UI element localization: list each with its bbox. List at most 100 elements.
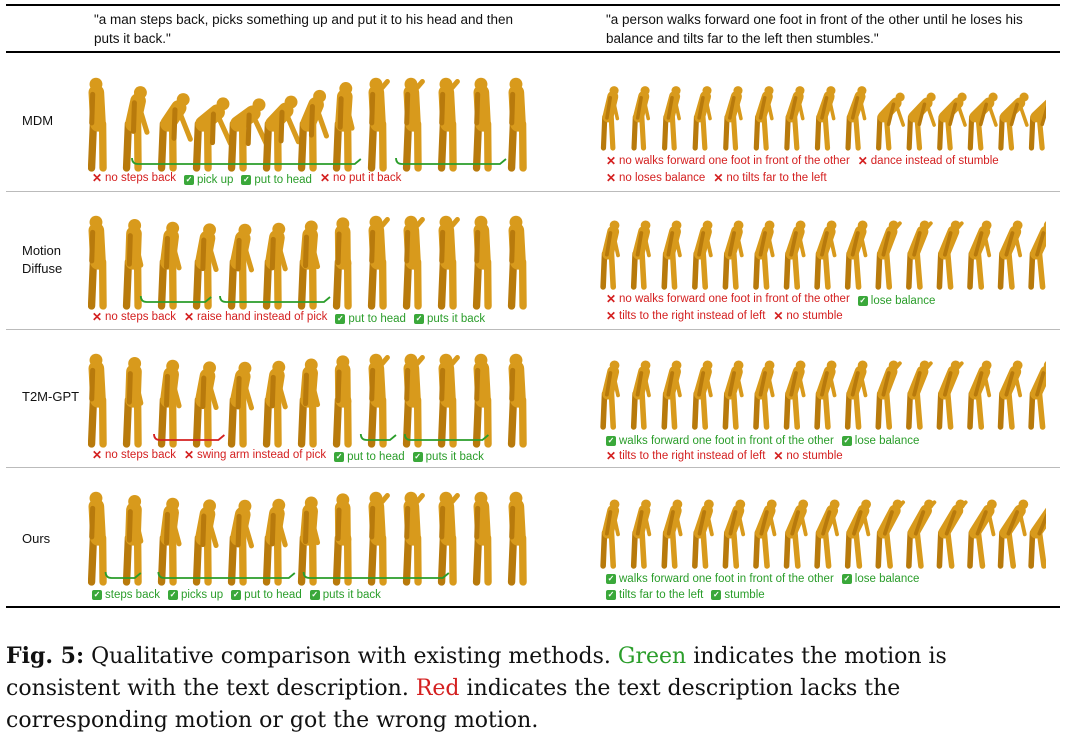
human-pose-figure: [998, 92, 1029, 151]
human-pose-figure: [472, 77, 492, 172]
human-pose-figure: [722, 220, 744, 290]
human-pose-figure: [402, 491, 425, 586]
consistent-motion-label: ✓ steps back: [92, 587, 160, 603]
human-pose-figure: [630, 360, 651, 430]
human-pose-figure: [507, 215, 527, 310]
human-pose-figure: [967, 220, 992, 290]
human-pose-figure: [88, 491, 107, 586]
label-text: lose balance: [854, 573, 920, 585]
consistent-motion-label: ✓ puts it back: [413, 311, 485, 327]
human-pose-figure: [192, 97, 234, 172]
label-text: no steps back: [105, 172, 176, 184]
human-pose-figure: [227, 223, 255, 310]
label-text: steps back: [105, 589, 160, 601]
check-icon: ✓: [334, 452, 345, 462]
human-pose-figure: [875, 220, 902, 290]
missing-motion-label: ✕ no stumble: [773, 448, 842, 464]
motion-span-arrow: [157, 571, 296, 579]
human-pose-figure: [88, 77, 107, 172]
right-labels-motiondiffuse-2: ✕ tilts to the right instead of left ✕ no s…: [606, 308, 851, 325]
check-icon: ✓: [606, 590, 616, 600]
motion-strip-motiondiffuse-right: [600, 220, 1046, 290]
human-pose-figure: [192, 499, 219, 586]
motion-span-arrow: [403, 433, 489, 441]
bottom-rule: [6, 606, 1060, 608]
human-pose-figure: [507, 491, 527, 586]
consistent-motion-label: ✓ put to head: [334, 449, 405, 465]
human-pose-figure: [692, 499, 714, 569]
human-pose-figure: [753, 86, 774, 151]
cross-icon: ✕: [606, 154, 617, 168]
label-text: walks forward one foot in front of the o…: [619, 573, 834, 585]
consistent-motion-label: ✓ stumble: [711, 587, 765, 603]
cross-icon: ✕: [606, 171, 617, 185]
human-pose-figure: [630, 220, 651, 290]
check-icon: ✓: [841, 574, 852, 584]
cross-icon: ✕: [857, 154, 868, 168]
human-pose-figure: [437, 491, 460, 586]
missing-motion-label: ✕ tilts to the right instead of left: [606, 448, 765, 464]
cross-icon: ✕: [183, 310, 195, 324]
right-labels-ours-1: ✓ walks forward one foot in front of the …: [606, 570, 927, 587]
consistent-motion-label: ✓ puts it back: [412, 449, 484, 465]
label-text: no steps back: [105, 449, 176, 461]
right-labels-t2mgpt-2: ✕ tilts to the right instead of left ✕ no s…: [606, 448, 851, 465]
human-pose-figure: [631, 86, 651, 151]
missing-motion-label: ✕ no tilts far to the left: [713, 170, 826, 186]
check-icon: ✓: [241, 175, 252, 185]
human-pose-figure: [1028, 361, 1046, 430]
human-pose-figure: [722, 360, 744, 430]
human-pose-figure: [692, 220, 713, 290]
label-text: put to head: [254, 174, 312, 186]
human-pose-figure: [692, 360, 713, 430]
header-rule: [6, 51, 1060, 53]
consistent-motion-label: ✓ walks forward one foot in front of the …: [606, 571, 834, 587]
missing-motion-label: ✕ swing arm instead of pick: [184, 447, 326, 463]
consistent-motion-label: ✓ picks up: [167, 587, 223, 603]
label-text: no tilts far to the left: [726, 172, 827, 184]
label-text: put to head: [244, 589, 302, 601]
human-pose-figure: [661, 220, 682, 290]
human-pose-figure: [367, 77, 390, 172]
human-pose-figure: [753, 220, 775, 290]
human-pose-figure: [661, 499, 683, 569]
method-label-line1: Motion: [22, 243, 62, 258]
human-pose-figure: [875, 360, 902, 430]
caption-green-word: Green: [617, 644, 687, 669]
cross-icon: ✕: [92, 310, 103, 324]
label-text: lose balance: [870, 295, 936, 307]
check-icon: ✓: [606, 436, 616, 446]
human-pose-figure: [332, 493, 352, 586]
human-pose-figure: [967, 92, 998, 151]
human-pose-figure: [784, 86, 805, 151]
human-pose-figure: [332, 82, 355, 172]
consistent-motion-label: ✓ pick up: [183, 172, 233, 188]
human-pose-figure: [600, 499, 620, 569]
label-text: tilts to the right instead of left: [619, 450, 766, 462]
cross-icon: ✕: [606, 449, 617, 463]
human-pose-figure: [367, 491, 390, 586]
motion-strip-t2mgpt-left: [88, 353, 527, 448]
missing-motion-label: ✕ no walks forward one foot in front of t…: [606, 291, 850, 307]
human-pose-figure: [122, 219, 144, 310]
missing-motion-label: ✕ no steps back: [92, 447, 176, 463]
human-pose-figure: [157, 93, 193, 172]
caption-text-2: indicates the motion is consistent with …: [6, 644, 947, 701]
right-labels-ours-2: ✓ tilts far to the left ✓ stumble: [606, 586, 773, 603]
motion-span-arrow: [219, 295, 331, 303]
human-pose-figure: [1028, 221, 1046, 290]
label-text: stumble: [724, 589, 765, 601]
row-divider: [6, 329, 1060, 330]
human-pose-figure: [367, 215, 390, 310]
motion-strip-t2mgpt-right: [600, 360, 1046, 430]
human-pose-figure: [157, 221, 182, 310]
cross-icon: ✕: [183, 448, 195, 462]
human-pose-figure: [262, 360, 288, 448]
human-pose-figure: [936, 499, 968, 569]
human-pose-figure: [1028, 507, 1046, 569]
label-text: tilts to the right instead of left: [619, 310, 766, 322]
human-pose-figure: [844, 220, 868, 290]
check-icon: ✓: [711, 590, 722, 600]
label-text: no stumble: [786, 450, 843, 462]
